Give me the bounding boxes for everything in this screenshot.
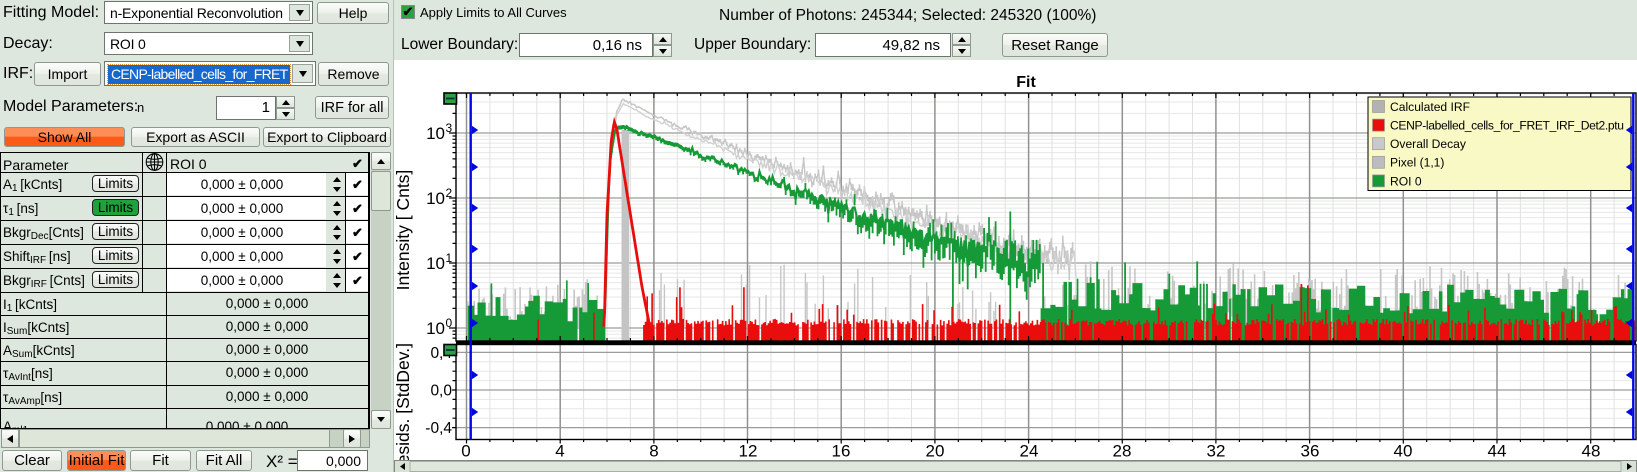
svg-text:44: 44 (1488, 442, 1507, 461)
svg-text:48: 48 (1582, 442, 1601, 461)
svg-text:20: 20 (926, 442, 945, 461)
svg-text:40: 40 (1394, 442, 1413, 461)
svg-text:10: 10 (426, 124, 445, 143)
svg-text:Pixel (1,1): Pixel (1,1) (1390, 156, 1444, 170)
svg-text:0,0: 0,0 (430, 383, 452, 400)
svg-text:Calculated IRF: Calculated IRF (1390, 100, 1470, 114)
svg-text:0: 0 (446, 316, 453, 330)
svg-text:1: 1 (446, 251, 453, 265)
svg-text:4: 4 (555, 442, 564, 461)
svg-text:8: 8 (649, 442, 658, 461)
svg-text:16: 16 (832, 442, 851, 461)
svg-text:CENP-labelled_cells_for_FRET_I: CENP-labelled_cells_for_FRET_IRF_Det2.pt… (1390, 119, 1624, 133)
svg-text:ROI 0: ROI 0 (1390, 174, 1422, 188)
svg-text:10: 10 (426, 254, 445, 273)
svg-text:12: 12 (739, 442, 758, 461)
svg-text:0: 0 (461, 442, 470, 461)
svg-text:-0,4: -0,4 (425, 420, 452, 437)
svg-text:Overall Decay: Overall Decay (1390, 137, 1467, 151)
svg-text:2: 2 (446, 186, 453, 200)
svg-text:32: 32 (1207, 442, 1226, 461)
svg-text:3: 3 (446, 121, 453, 135)
svg-text:28: 28 (1113, 442, 1132, 461)
svg-text:36: 36 (1301, 442, 1320, 461)
svg-text:10: 10 (426, 319, 445, 338)
svg-text:10: 10 (426, 189, 445, 208)
svg-text:Resids. [StdDev.]: Resids. [StdDev.] (394, 343, 413, 472)
svg-text:Fit: Fit (1016, 74, 1036, 91)
svg-text:Intensity [ Cnts]: Intensity [ Cnts] (394, 170, 413, 291)
svg-text:24: 24 (1020, 442, 1039, 461)
